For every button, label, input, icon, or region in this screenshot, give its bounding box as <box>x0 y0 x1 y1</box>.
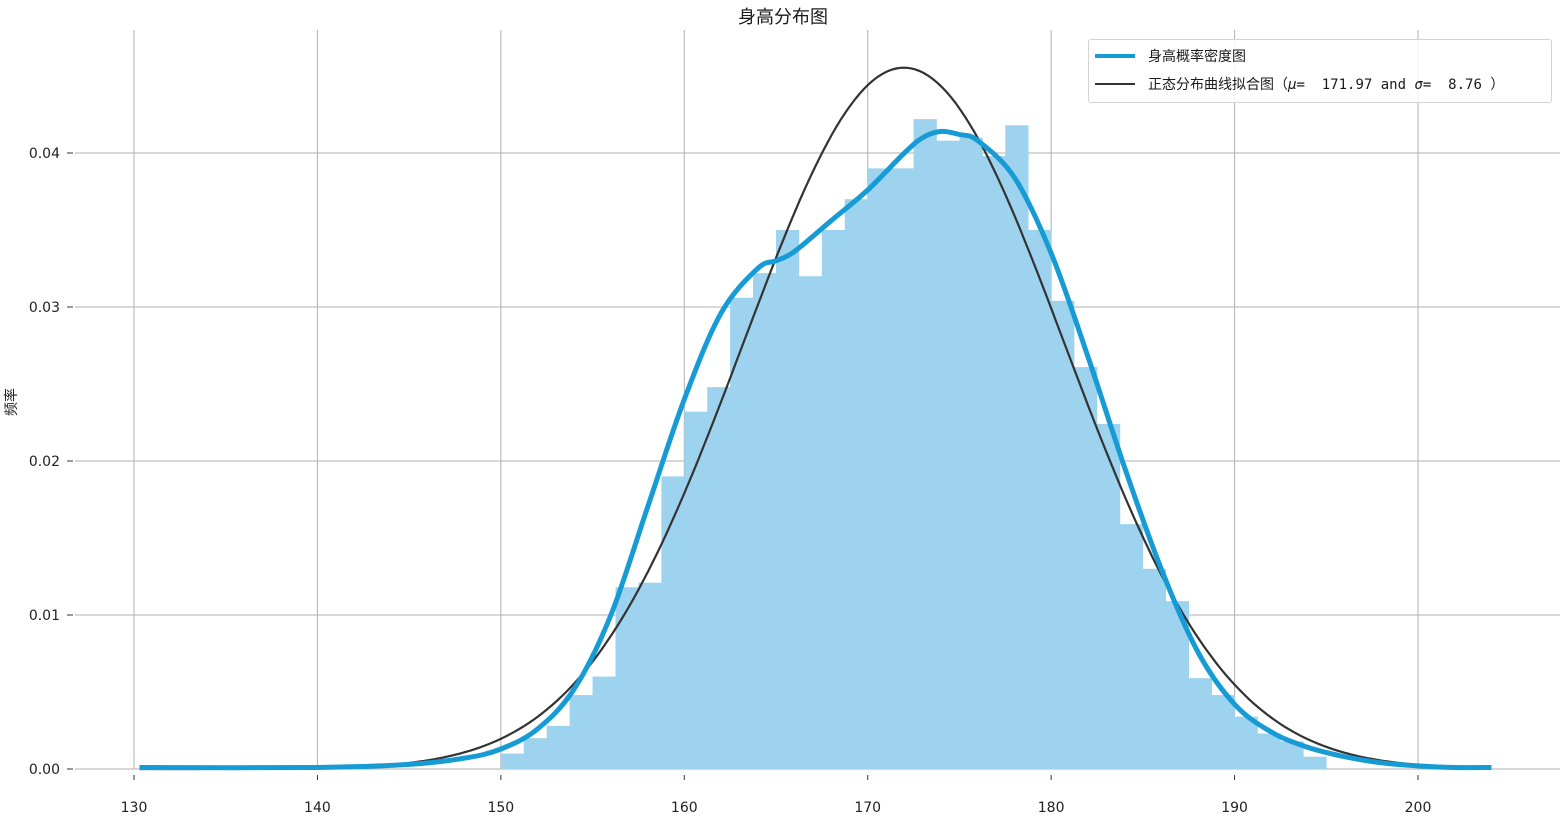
x-tick-label: 160 <box>671 800 698 816</box>
legend: 身高概率密度图 正态分布曲线拟合图（μ= 171.97 and σ= 8.76 … <box>1088 39 1552 103</box>
legend-normal-prefix: 正态分布曲线拟合图（ <box>1148 77 1288 93</box>
histogram-bar <box>500 753 525 769</box>
histogram-bar <box>936 140 960 769</box>
x-tick-label: 200 <box>1405 800 1432 816</box>
histogram-bar <box>707 387 731 769</box>
histogram-bar <box>1211 695 1235 769</box>
histogram-bar <box>730 297 754 769</box>
x-tick-label: 150 <box>487 800 514 816</box>
histogram-bar <box>1142 568 1167 769</box>
histogram-bar <box>982 156 1006 769</box>
y-tick-label: 0.00 <box>29 762 60 778</box>
histogram-bar <box>546 725 570 769</box>
x-tick-label: 170 <box>854 800 881 816</box>
histogram-bar <box>615 587 639 769</box>
x-tick-label: 130 <box>121 800 148 816</box>
legend-swatch-normal <box>1095 83 1135 85</box>
chart-title: 身高分布图 <box>738 7 828 28</box>
histogram-bar <box>1303 756 1327 769</box>
x-tick-label: 140 <box>304 800 331 816</box>
histogram-bar <box>959 137 983 770</box>
legend-swatch-kde <box>1095 54 1135 58</box>
histogram-bar <box>1280 741 1304 769</box>
y-tick-label: 0.04 <box>29 146 60 162</box>
histogram-bar <box>638 582 662 769</box>
sigma-symbol: σ <box>1414 77 1423 93</box>
legend-item-kde: 身高概率密度图 <box>1095 46 1246 66</box>
legend-label-kde: 身高概率密度图 <box>1148 49 1246 65</box>
mu-symbol: μ <box>1288 77 1297 93</box>
histogram-bar <box>1028 230 1052 769</box>
histogram-bar <box>798 276 823 769</box>
histogram-bar <box>661 476 685 769</box>
histogram-bar <box>753 273 777 769</box>
histogram-bar <box>523 738 548 769</box>
histogram-bar <box>867 168 891 769</box>
y-tick-label: 0.02 <box>29 454 60 470</box>
histogram-bar <box>1119 524 1144 769</box>
kde-line <box>139 128 1492 771</box>
legend-normal-mu: = 171.97 and <box>1296 77 1415 93</box>
y-tick-label: 0.03 <box>29 300 60 316</box>
histogram-bar <box>1165 601 1190 769</box>
histogram-bar <box>776 230 800 769</box>
histogram <box>500 119 1327 770</box>
histogram-bar <box>1234 716 1258 769</box>
histogram-bar <box>1005 125 1029 769</box>
histogram-bar <box>1074 367 1098 769</box>
x-tick-label: 190 <box>1221 800 1248 816</box>
histogram-bar <box>1257 733 1281 769</box>
legend-item-normal: 正态分布曲线拟合图（μ= 171.97 and σ= 8.76 ） <box>1095 74 1504 94</box>
curves <box>139 66 1492 771</box>
histogram-bar <box>844 199 869 769</box>
histogram-bar <box>821 230 846 769</box>
histogram-bar <box>1051 300 1075 769</box>
y-tick-label: 0.01 <box>29 608 60 624</box>
histogram-bar <box>1097 424 1121 769</box>
histogram-bar <box>569 695 593 769</box>
histogram-bar <box>592 676 616 769</box>
histogram-bar <box>890 168 914 769</box>
legend-normal-sigma: = 8.76 ） <box>1422 77 1505 93</box>
histogram-bar <box>913 119 937 770</box>
x-tick-label: 180 <box>1038 800 1065 816</box>
histogram-bar <box>1188 678 1212 769</box>
legend-label-normal: 正态分布曲线拟合图（μ= 171.97 and σ= 8.76 ） <box>1148 74 1504 94</box>
ticks: 130 140 150 160 170 180 190 200 0.00 0.01 0.02 0.03… <box>29 146 1432 816</box>
histogram-bar <box>684 411 708 769</box>
